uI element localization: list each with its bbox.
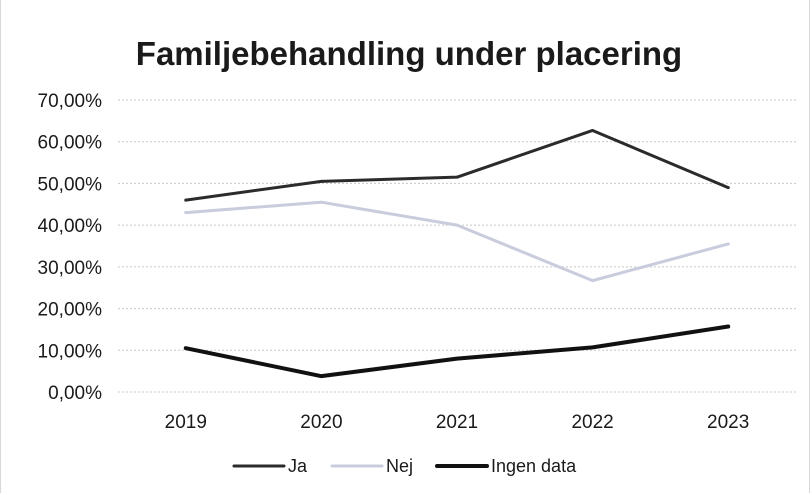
data-point [591, 279, 595, 283]
legend-entry: Ingen data [435, 456, 577, 476]
gridlines [118, 99, 796, 393]
data-point [726, 242, 730, 246]
data-point [319, 179, 323, 183]
data-point [726, 186, 730, 190]
data-point [319, 374, 323, 378]
data-point [184, 198, 188, 202]
legend-label: Ingen data [491, 456, 577, 476]
x-tick-label: 2020 [300, 412, 342, 433]
x-tick-label: 2019 [165, 412, 207, 433]
y-tick-label: 20,00% [38, 300, 103, 321]
series-line [184, 200, 730, 283]
legend-entry: Ja [232, 456, 308, 476]
data-point [184, 211, 188, 215]
legend-label: Nej [386, 456, 413, 476]
y-tick-label: 0,00% [48, 383, 102, 404]
series-ja [184, 128, 730, 202]
x-tick-label: 2023 [707, 412, 749, 433]
y-tick-label: 10,00% [38, 341, 103, 362]
data-point [455, 223, 459, 227]
y-tick-label: 70,00% [38, 91, 103, 112]
y-tick-label: 40,00% [38, 216, 103, 237]
data-point [591, 128, 595, 132]
data-point [455, 357, 459, 361]
data-point [455, 175, 459, 179]
x-tick-label: 2022 [571, 412, 613, 433]
y-tick-label: 60,00% [38, 133, 103, 154]
legend-entry: Nej [330, 456, 413, 476]
x-tick-label: 2021 [436, 412, 478, 433]
data-point [591, 345, 595, 349]
series-nej [184, 200, 730, 283]
y-tick-label: 30,00% [38, 258, 103, 279]
y-tick-label: 50,00% [38, 174, 103, 195]
series-ingen-data [183, 324, 731, 379]
series-lines [183, 128, 731, 379]
data-point [319, 200, 323, 204]
legend: Ja Nej Ingen data [232, 456, 577, 476]
data-point [726, 325, 730, 329]
series-line [183, 324, 731, 379]
chart-title: Familjebehandling under placering [136, 35, 682, 72]
legend-label: Ja [288, 456, 308, 476]
y-axis-ticks: 0,00% 10,00% 20,00% 30,00% 40,00% 50,00% 60,00… [38, 91, 103, 404]
x-axis-ticks: 2019 2020 2021 2022 2023 [165, 412, 750, 433]
series-line [184, 128, 730, 202]
data-point [184, 346, 188, 350]
